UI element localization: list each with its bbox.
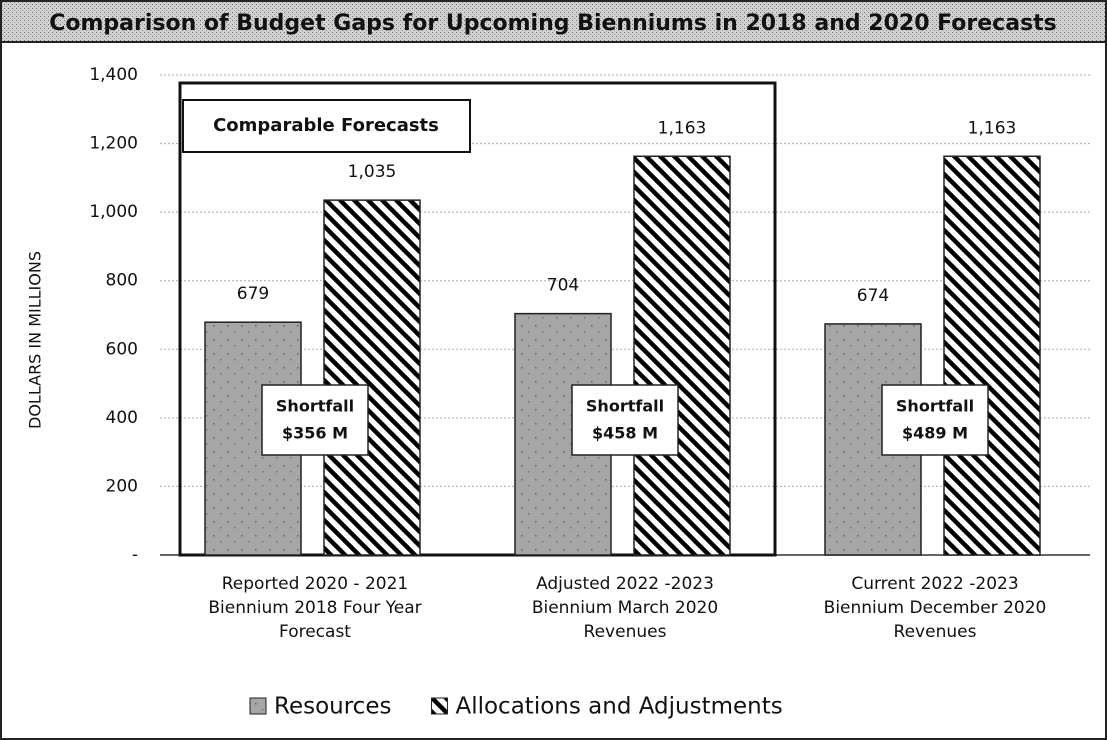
data-label: 674: [857, 286, 889, 306]
legend-label: Allocations and Adjustments: [455, 694, 782, 720]
x-tick-label: Reported 2020 - 2021 Biennium 2018 Four …: [208, 574, 422, 642]
shortfall-amount: $458 M: [592, 424, 658, 443]
x-tick-label: Current 2022 -2023 Biennium December 202…: [823, 574, 1047, 642]
shortfall-amount: $489 M: [902, 424, 968, 443]
data-label: 679: [237, 284, 269, 304]
y-tick-label: 1,000: [89, 202, 138, 222]
highlight-label-box: [182, 99, 471, 153]
legend-swatch: [249, 697, 267, 715]
shortfall-title: Shortfall: [896, 397, 974, 416]
y-tick-label: 200: [106, 476, 138, 496]
legend-label: Resources: [274, 694, 391, 720]
data-label: 704: [547, 276, 579, 296]
shortfall-amount: $356 M: [282, 424, 348, 443]
highlight-label: Comparable Forecasts: [213, 115, 439, 136]
chart-title: Comparison of Budget Gaps for Upcoming B…: [49, 11, 1057, 36]
x-tick-label: Adjusted 2022 -2023 Biennium March 2020 …: [531, 574, 719, 642]
y-tick-label: -: [132, 545, 138, 565]
shortfall-box: [261, 384, 369, 456]
data-label: 1,035: [348, 162, 397, 182]
y-tick-label: 800: [106, 271, 138, 291]
data-label: 1,163: [658, 118, 707, 138]
highlight-box: [178, 81, 777, 557]
y-axis-label: DOLLARS IN MILLIONS: [26, 251, 45, 429]
y-tick-label: 1,200: [89, 134, 138, 154]
data-label: 1,163: [968, 118, 1017, 138]
shortfall-title: Shortfall: [276, 397, 354, 416]
y-tick-label: 400: [106, 408, 138, 428]
shortfall-box: [881, 384, 989, 456]
shortfall-box: [571, 384, 679, 456]
legend-swatch: [430, 697, 448, 715]
title-band: [2, 2, 1105, 42]
y-tick-label: 600: [106, 339, 138, 359]
bar: [633, 155, 731, 556]
y-tick-label: 1,400: [89, 65, 138, 85]
bar: [943, 155, 1041, 556]
shortfall-title: Shortfall: [586, 397, 664, 416]
bar: [323, 199, 421, 556]
